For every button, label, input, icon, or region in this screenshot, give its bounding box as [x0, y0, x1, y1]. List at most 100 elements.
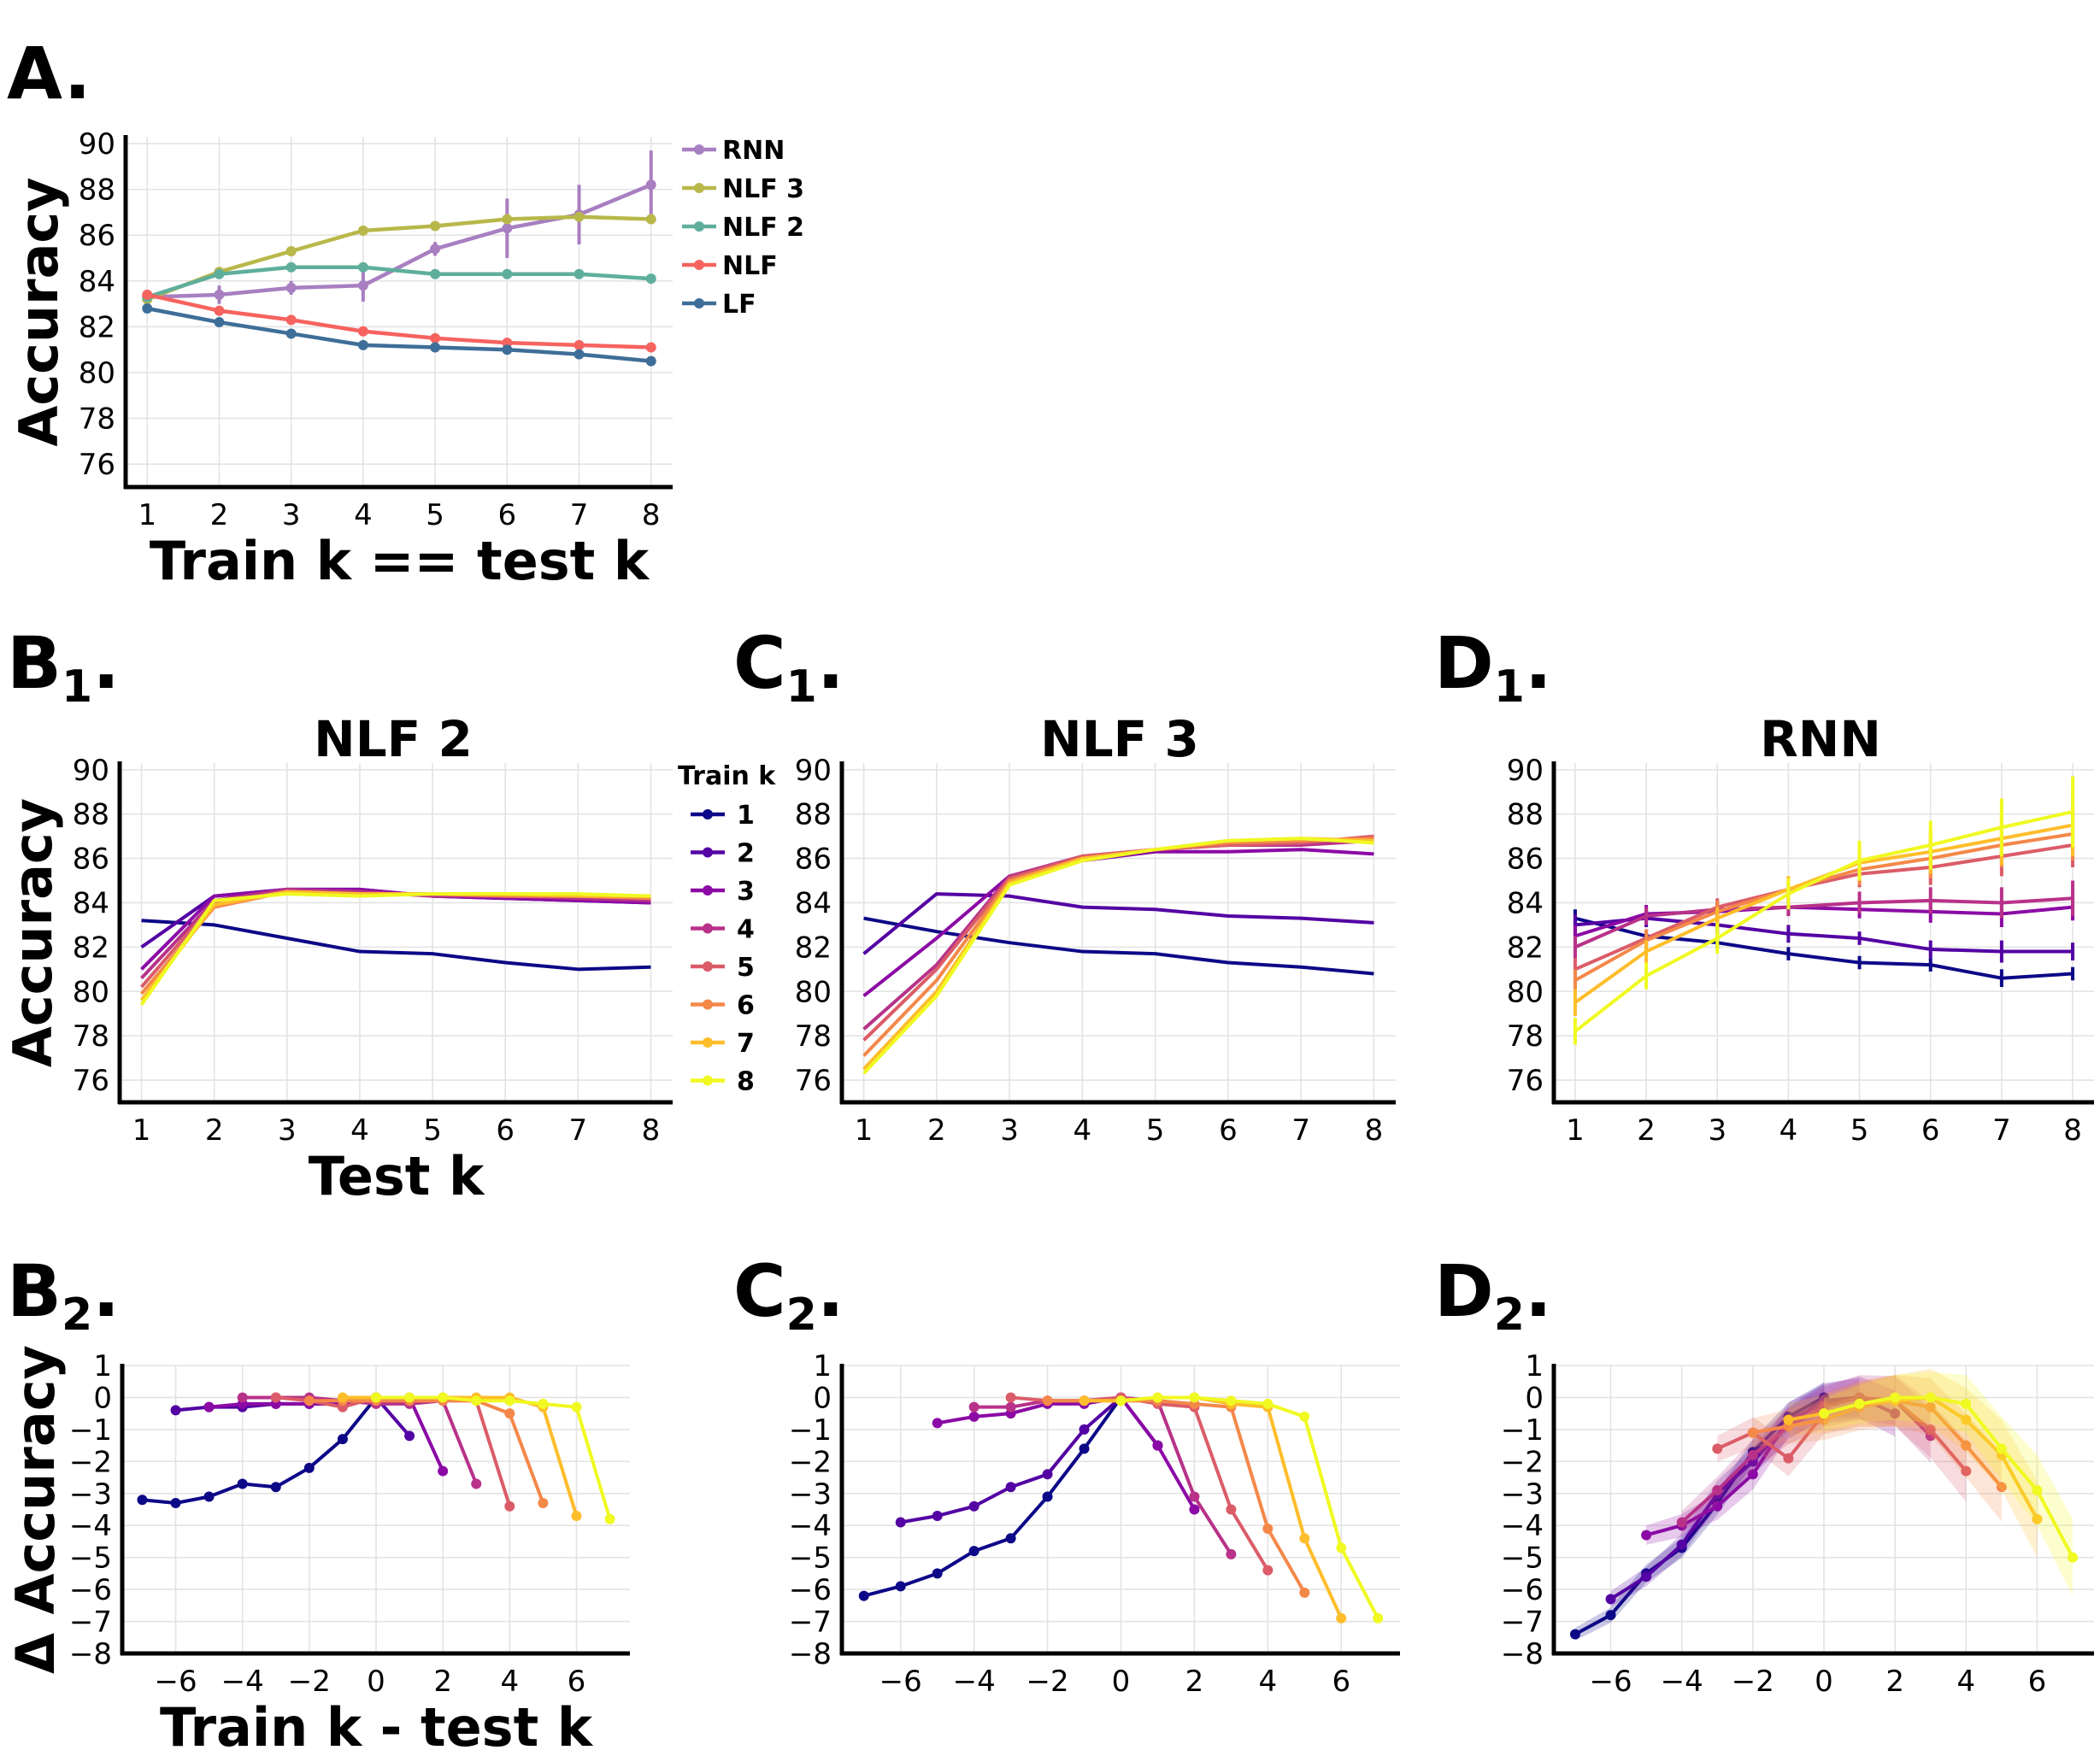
series-line [862, 837, 1374, 1075]
series-line [309, 1399, 545, 1504]
data-point [574, 268, 585, 279]
confidence-band [1752, 1374, 2002, 1522]
legend-train-k: Train k 1 2 3 4 5 6 7 8 [678, 761, 776, 1097]
data-point [645, 342, 656, 353]
data-point [1925, 1424, 1936, 1435]
data-point [357, 339, 368, 350]
data-point [932, 1418, 943, 1429]
data-point [1299, 1411, 1310, 1422]
data-point [504, 1501, 515, 1512]
y-tick-label: −1 [69, 1413, 112, 1448]
legend-label: 2 [737, 839, 755, 869]
y-tick-label: 0 [813, 1381, 832, 1415]
series-line [139, 892, 651, 1006]
y-tick-label: −1 [789, 1413, 832, 1448]
confidence-band [1681, 1375, 1931, 1534]
data-point [895, 1517, 906, 1528]
x-tick-label: 2 [210, 498, 229, 532]
data-point [504, 1408, 515, 1419]
data-point [1299, 1533, 1310, 1544]
legend-label: 6 [737, 991, 755, 1021]
series-train-k-6 [1573, 807, 2075, 992]
data-point [430, 244, 441, 255]
y-tick-label: −5 [69, 1542, 112, 1576]
x-tick-label: −6 [154, 1665, 197, 1699]
data-point [502, 268, 513, 279]
data-point [571, 1401, 582, 1412]
data-point [968, 1546, 979, 1557]
x-tick-label: 4 [1956, 1665, 1975, 1699]
y-tick-label: −8 [789, 1637, 832, 1671]
data-point [1042, 1469, 1053, 1480]
data-point [1262, 1523, 1274, 1534]
data-point [1996, 1482, 2007, 1493]
data-point [1042, 1395, 1053, 1407]
data-point [1925, 1392, 1936, 1403]
data-point [214, 317, 225, 328]
x-tick-label: 6 [1921, 1113, 1940, 1148]
data-point [237, 1392, 248, 1403]
legend-marker [694, 260, 704, 270]
series-train-k-1 [141, 919, 651, 972]
y-tick-label: 1 [93, 1349, 112, 1383]
legend-marker [703, 999, 713, 1010]
panel-label-d1: D1. [1434, 621, 1552, 713]
data-point [538, 1398, 549, 1409]
series-train-k-2 [862, 892, 1374, 955]
data-point [142, 302, 153, 314]
y-tick-label: 78 [795, 1019, 832, 1054]
x-tick-label: −4 [953, 1665, 996, 1699]
series-train-k-8 [1115, 1392, 1384, 1624]
y-tick-label: −4 [789, 1509, 832, 1543]
data-point [932, 1510, 943, 1521]
x-tick-label: 6 [568, 1665, 586, 1699]
data-point [1079, 1424, 1090, 1435]
y-tick-label: 90 [73, 754, 109, 788]
legend-label: 3 [737, 877, 755, 907]
series-nlf [142, 289, 656, 353]
panel-label-c2: C2. [733, 1249, 844, 1341]
y-tick-label: −6 [1501, 1573, 1544, 1607]
series-line [147, 183, 652, 299]
data-point [1152, 1392, 1163, 1403]
data-point [1262, 1398, 1274, 1409]
y-tick-label: 0 [93, 1381, 112, 1415]
series-line [863, 916, 1374, 976]
data-point [214, 289, 225, 300]
series-line [146, 265, 651, 299]
y-tick-label: 76 [79, 448, 115, 482]
y-axis-label: Δ Accuracy [4, 1345, 67, 1674]
legend-marker [703, 847, 713, 858]
y-tick-label: 90 [79, 127, 115, 162]
data-point [895, 1581, 906, 1592]
y-tick-label: 84 [79, 265, 115, 299]
x-tick-label: 8 [642, 1113, 661, 1148]
series-line [1574, 896, 2074, 949]
x-tick-label: 8 [1365, 1113, 1384, 1148]
data-point [1676, 1517, 1687, 1528]
y-tick-label: 88 [73, 798, 109, 832]
chart-title-c1: NLF 3 [1040, 710, 1199, 768]
panel-d2: D2.−6 −4 −2 0 2 4 6−8−7−6−5−4−3−2−101 [1434, 1249, 2094, 1699]
x-tick-label: 0 [367, 1665, 385, 1699]
series-train-k-5 [862, 834, 1374, 1042]
series-line [140, 890, 651, 995]
y-axis-label: Accuracy [8, 177, 70, 446]
y-tick-label: 76 [73, 1064, 109, 1098]
series-line [146, 214, 651, 302]
x-tick-label: 3 [1708, 1113, 1726, 1148]
data-point [1676, 1539, 1687, 1550]
legend-label: NLF [722, 251, 778, 281]
data-point [1890, 1408, 1901, 1419]
legend-label: NLF 2 [722, 213, 804, 243]
y-tick-label: −7 [789, 1606, 832, 1640]
data-point [1641, 1530, 1652, 1541]
data-point [1712, 1443, 1723, 1454]
data-point [1641, 1571, 1652, 1583]
data-point [1262, 1565, 1274, 1576]
y-tick-label: 88 [79, 173, 115, 208]
series-line [1574, 843, 2074, 972]
data-point [404, 1430, 415, 1442]
